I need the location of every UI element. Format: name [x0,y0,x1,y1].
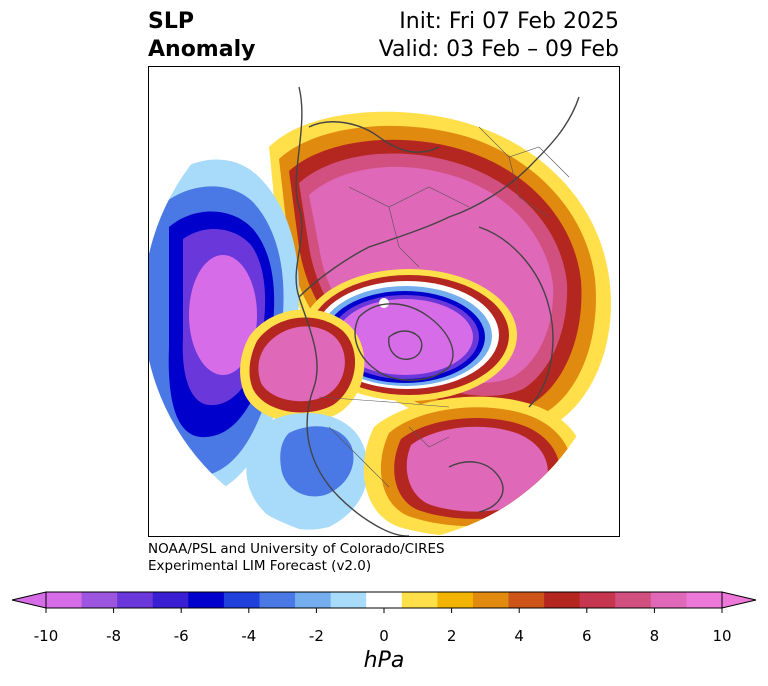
colorbar-segment [223,592,260,608]
colorbar-tick-label: -10 [33,627,59,645]
colorbar-ticks [45,608,723,613]
coastlines [295,86,580,536]
colorbar-tick-label: 10 [712,627,732,645]
colorbar-tick-label: 6 [582,627,592,645]
variable-qualifier: Anomaly [148,37,256,62]
variable-name: SLP [148,9,194,34]
positive-anomaly-western-canada [240,309,365,423]
chart-title-right: Init: Fri 07 Feb 2025 Valid: 03 Feb – 09… [379,8,619,64]
colorbar-low-extension [11,591,47,609]
colorbar-high-extension [721,591,757,609]
colorbar-segment [401,592,438,608]
colorbar-tick-label: 0 [379,627,389,645]
credit-text: NOAA/PSL and University of Colorado/CIRE… [148,541,445,575]
negative-anomaly-sw-us [246,413,369,530]
colorbar-segment [330,592,367,608]
colorbar-segment [650,592,687,608]
colorbar-segments [46,592,723,608]
map-svg [149,67,619,536]
political-borders [318,126,570,488]
colorbar [11,591,757,613]
colorbar-segment [81,592,118,608]
init-date: Init: Fri 07 Feb 2025 [399,9,619,34]
chart-title-left: SLP Anomaly [148,8,255,64]
colorbar-segment [366,592,403,608]
colorbar-unit: hPa [363,648,405,673]
colorbar-segment [508,592,545,608]
credit-line-2: Experimental LIM Forecast (v2.0) [148,558,372,574]
colorbar-tick-label: 8 [649,627,660,645]
colorbar-tick-label: 4 [514,627,524,645]
colorbar-segment [188,592,225,608]
colorbar-segment [544,592,581,608]
colorbar-segment [152,592,189,608]
colorbar-segment [46,592,83,608]
colorbar-tick-label: 2 [446,627,457,645]
valid-range: Valid: 03 Feb – 09 Feb [378,37,619,62]
credit-line-1: NOAA/PSL and University of Colorado/CIRE… [148,541,445,557]
colorbar-segment [472,592,510,608]
colorbar-tick-label: -2 [308,627,324,645]
colorbar-segment [579,592,616,608]
colorbar-tick-label: -6 [173,627,189,645]
colorbar-segment [437,592,474,608]
anomaly-map [148,66,620,537]
colorbar-segment [295,592,332,608]
colorbar-tick-label: -8 [106,627,122,645]
colorbar-tick-label: -4 [241,627,257,645]
colorbar-segment [259,592,296,608]
colorbar-segment [117,592,154,608]
colorbar-segment [686,592,723,608]
colorbar-segment [615,592,652,608]
